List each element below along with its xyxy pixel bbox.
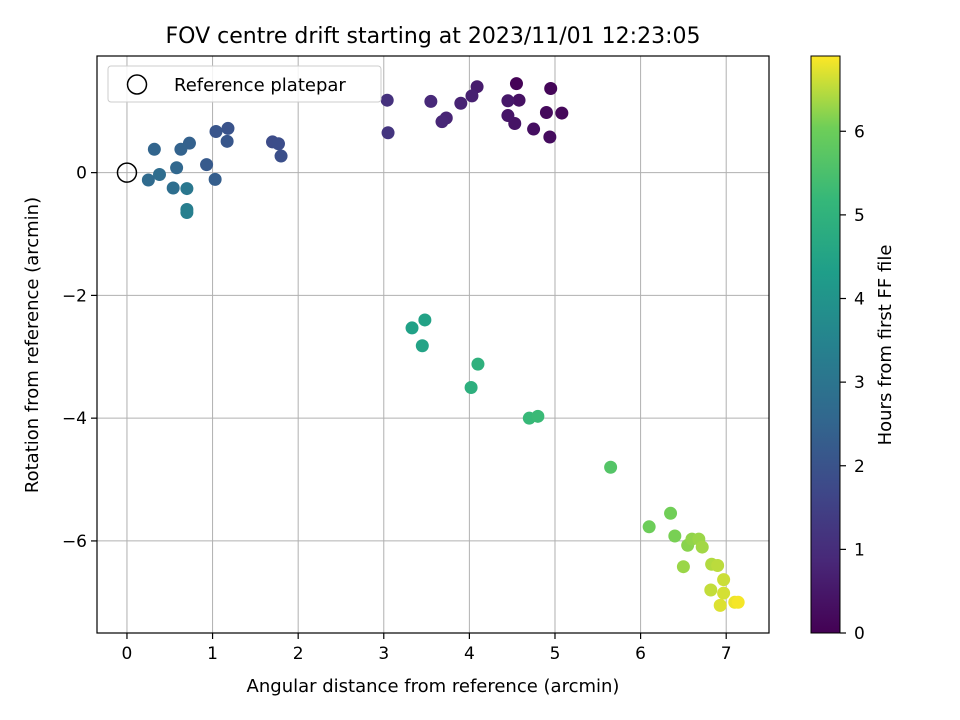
data-point [731, 595, 745, 609]
data-point [501, 94, 515, 108]
y-tick-label: −6 [62, 532, 87, 552]
data-point [381, 126, 395, 140]
y-tick-label: −4 [62, 409, 87, 429]
x-axis-label: Angular distance from reference (arcmin) [247, 676, 620, 697]
data-point [152, 167, 166, 181]
data-point [141, 173, 155, 187]
data-point [418, 313, 432, 327]
x-tick-label: 7 [721, 644, 732, 664]
colorbar [810, 55, 841, 634]
data-point [512, 93, 526, 107]
colorbar-ticks: 0 1 2 3 4 5 6 [840, 122, 865, 644]
data-point [415, 339, 429, 353]
data-point [664, 506, 678, 520]
legend-label: Reference platepar [174, 75, 346, 96]
data-point [221, 121, 235, 135]
data-point [454, 96, 468, 110]
plot-area [97, 56, 769, 633]
data-point [527, 122, 541, 136]
data-point [501, 109, 515, 123]
data-point [717, 586, 731, 600]
data-point [464, 380, 478, 394]
x-axis-ticks: 0 1 2 3 4 5 6 7 [122, 633, 732, 664]
data-point [220, 134, 234, 148]
x-tick-label: 6 [635, 644, 646, 664]
legend: Reference platepar [107, 65, 382, 103]
y-tick-label: −2 [62, 286, 87, 306]
data-point [668, 529, 682, 543]
data-point [180, 206, 194, 220]
colorbar-label: Hours from first FF file [875, 245, 896, 446]
data-point [200, 158, 214, 172]
x-tick-label: 5 [550, 644, 561, 664]
data-point [424, 94, 438, 108]
data-point [676, 560, 690, 574]
data-point [604, 460, 618, 474]
x-tick-label: 3 [378, 644, 389, 664]
plot-frame [96, 55, 770, 634]
x-tick-label: 4 [464, 644, 475, 664]
data-point [695, 540, 709, 554]
y-tick-label: 0 [76, 164, 87, 184]
data-point [717, 573, 731, 587]
data-point [180, 182, 194, 196]
data-point [713, 598, 727, 612]
data-point [435, 115, 449, 129]
data-point [471, 357, 485, 371]
colorbar-tick-label: 4 [854, 290, 865, 310]
x-tick-label: 1 [207, 644, 218, 664]
data-point [208, 172, 222, 186]
colorbar-tick-label: 0 [854, 624, 865, 644]
colorbar-tick-label: 1 [854, 540, 865, 560]
data-point [465, 89, 479, 103]
data-point [509, 77, 523, 91]
colorbar-tick-label: 6 [854, 122, 865, 142]
data-point [642, 520, 656, 534]
colorbar-tick-label: 5 [854, 206, 865, 226]
data-point [174, 142, 188, 156]
x-tick-label: 2 [293, 644, 304, 664]
data-point [543, 130, 557, 144]
colorbar-tick-label: 3 [854, 373, 865, 393]
chart-title: FOV centre drift starting at 2023/11/01 … [166, 24, 701, 49]
data-point [271, 137, 285, 151]
data-point [147, 142, 161, 156]
x-tick-label: 0 [122, 644, 133, 664]
data-point [209, 125, 223, 139]
data-point [539, 105, 553, 119]
colorbar-tick-label: 2 [854, 457, 865, 477]
data-point [711, 558, 725, 572]
reference-platepar-marker [116, 162, 138, 183]
data-point [531, 409, 545, 423]
data-point [544, 82, 558, 96]
data-point [405, 321, 419, 335]
y-axis-label: Rotation from reference (arcmin) [22, 197, 43, 493]
data-point [170, 161, 184, 175]
legend-box [107, 65, 382, 103]
legend-marker-icon [126, 74, 148, 95]
data-point [274, 149, 288, 163]
data-point [704, 583, 718, 597]
data-point [166, 181, 180, 195]
data-points [141, 77, 745, 612]
grid-lines [97, 56, 769, 633]
data-point [555, 106, 569, 120]
y-axis-ticks: 0 −2 −4 −6 [62, 164, 97, 552]
data-point [380, 93, 394, 107]
